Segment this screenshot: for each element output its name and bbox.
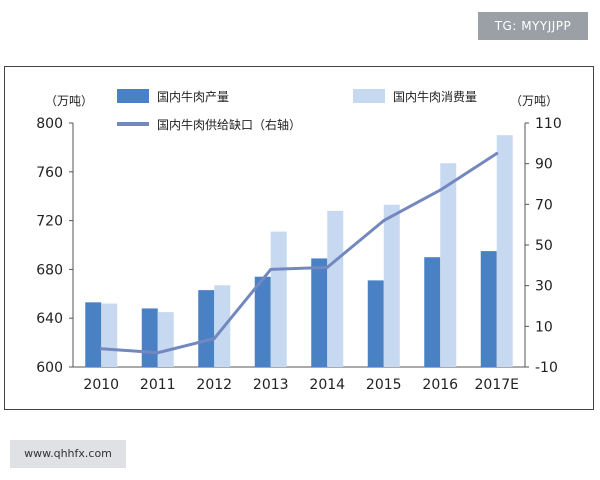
beef-supply-chart: 600 640 680 720 760 800 -10 10 30 50 70 90 110 2010 20… — [36, 89, 562, 393]
bar-consumption-2011 — [157, 312, 174, 367]
x-tick-label: 2014 — [309, 377, 345, 393]
bar-production-2013 — [254, 276, 271, 367]
x-tick-label: 2017E — [475, 377, 519, 393]
right-tick-label: 70 — [535, 197, 553, 213]
telegram-watermark: TG: MYYJJPP — [478, 12, 588, 40]
left-tick-label: 760 — [36, 165, 63, 181]
supply-gap-point-2014 — [325, 265, 329, 269]
bar-consumption-2017E — [496, 135, 513, 367]
left-tick-label: 640 — [36, 311, 63, 327]
left-tick-label: 800 — [36, 116, 63, 132]
bar-consumption-2013 — [270, 231, 287, 367]
bar-consumption-2016 — [440, 163, 457, 367]
x-tick-label: 2010 — [83, 377, 119, 393]
right-tick-label: -10 — [535, 360, 558, 376]
x-tick-label: 2011 — [140, 377, 176, 393]
supply-gap-point-2011 — [156, 351, 160, 355]
supply-gap-point-2013 — [269, 267, 273, 271]
supply-gap-point-2010 — [99, 347, 103, 351]
supply-gap-line — [101, 152, 498, 355]
right-tick-label: 10 — [535, 319, 553, 335]
legend-label-1: 国内牛肉消费量 — [393, 89, 477, 104]
right-tick-label: 50 — [535, 238, 553, 254]
supply-gap-point-2016 — [438, 188, 442, 192]
legend-swatch-0 — [117, 89, 149, 103]
bar-production-2011 — [141, 308, 158, 367]
bar-production-2010 — [85, 302, 102, 367]
supply-gap-point-2012 — [212, 337, 216, 341]
x-tick-label: 2015 — [366, 377, 402, 393]
legend-swatch-1 — [353, 89, 385, 103]
left-axis-unit: （万吨） — [45, 94, 93, 108]
left-tick-label: 720 — [36, 214, 63, 230]
chart-frame: 600 640 680 720 760 800 -10 10 30 50 70 90 110 2010 20… — [4, 66, 594, 410]
bar-production-2012 — [198, 290, 215, 367]
legend-label-0: 国内牛肉产量 — [157, 89, 229, 104]
x-tick-label: 2012 — [196, 377, 232, 393]
legend-label-2: 国内牛肉供给缺口（右轴） — [157, 117, 301, 132]
bar-production-2017E — [480, 251, 497, 367]
bar-consumption-2015 — [383, 204, 400, 367]
right-tick-label: 30 — [535, 279, 553, 295]
supply-gap-point-2015 — [382, 219, 386, 223]
left-tick-label: 680 — [36, 262, 63, 278]
bar-consumption-2012 — [214, 285, 231, 367]
bar-production-2015 — [367, 280, 384, 367]
right-tick-label: 110 — [535, 116, 562, 132]
right-tick-label: 90 — [535, 157, 553, 173]
supply-gap-point-2017E — [495, 152, 499, 155]
right-axis-unit: （万吨） — [510, 94, 558, 108]
bar-production-2014 — [311, 258, 328, 367]
url-watermark: www.qhhfx.com — [10, 440, 126, 468]
x-tick-label: 2016 — [422, 377, 458, 393]
bar-consumption-2014 — [327, 210, 344, 367]
left-tick-label: 600 — [36, 360, 63, 376]
bar-production-2016 — [424, 257, 441, 367]
x-tick-label: 2013 — [253, 377, 289, 393]
bar-consumption-2010 — [101, 303, 118, 367]
